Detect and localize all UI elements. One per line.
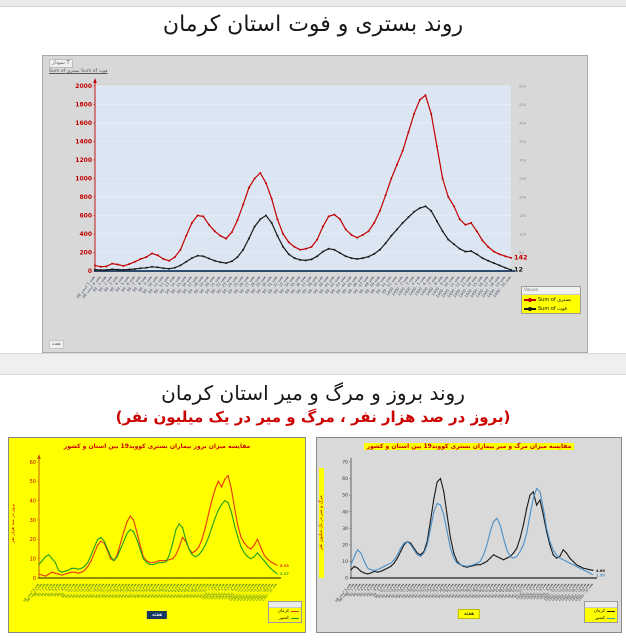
- pivot-values-fields[interactable]: Sum of بستری Sum of فوت: [49, 69, 108, 74]
- svg-text:600: 600: [79, 213, 92, 220]
- legend-title: Values: [522, 287, 580, 295]
- svg-text:1.95: 1.95: [596, 573, 605, 577]
- mortality-x-axis-label: هفته: [457, 609, 481, 619]
- svg-text:800: 800: [79, 194, 92, 201]
- svg-text:50: 50: [342, 493, 348, 499]
- legend-item-bastari[interactable]: Sum of بستری: [522, 295, 580, 304]
- incidence-legend[interactable]: کرمان کشور: [268, 601, 302, 623]
- svg-text:10: 10: [30, 556, 36, 562]
- top-divider-bar: [0, 0, 626, 7]
- legend-header: [269, 602, 301, 608]
- red-line-marker: [291, 610, 299, 613]
- svg-text:400: 400: [79, 231, 92, 238]
- mortality-legend[interactable]: کرمان کشور: [584, 601, 618, 623]
- svg-text:40: 40: [30, 498, 36, 504]
- svg-text:30: 30: [342, 526, 348, 532]
- incidence-chart-panel: 0 10 20 30 40 50 60 هفته 3 اسفند 98 هفته 4 اسفند…: [8, 437, 306, 633]
- legend-item-fot[interactable]: Sum of فوت: [522, 304, 580, 313]
- legend-label: Sum of فوت: [538, 305, 567, 312]
- svg-text:50: 50: [519, 250, 524, 255]
- red-line-marker: [524, 297, 536, 302]
- svg-text:6.55: 6.55: [280, 564, 289, 568]
- svg-text:70: 70: [342, 460, 348, 466]
- svg-text:300: 300: [519, 157, 527, 162]
- svg-text:250: 250: [519, 176, 527, 181]
- svg-text:60: 60: [342, 476, 348, 482]
- svg-text:100: 100: [519, 231, 527, 236]
- svg-text:1400: 1400: [75, 139, 92, 146]
- incidence-chart-title: مقایسه میزان بروز بیماران بستری کووید19 …: [63, 443, 251, 450]
- section-divider: [0, 353, 626, 375]
- legend-label: کشور: [594, 616, 605, 621]
- section1-title: روند بستری و فوت استان کرمان: [162, 12, 464, 37]
- svg-text:10: 10: [342, 559, 348, 565]
- svg-text:0: 0: [88, 268, 92, 275]
- svg-text:400: 400: [519, 120, 527, 125]
- legend-item-kerman[interactable]: کرمان: [585, 608, 617, 615]
- mortality-chart-panel: 0 10 20 30 40 50 60 70 هفته 3 اسفند 98 هفته 4 اسف…: [316, 437, 622, 633]
- svg-text:2.27: 2.27: [280, 572, 289, 576]
- svg-text:500: 500: [519, 83, 527, 88]
- svg-text:150: 150: [519, 213, 527, 218]
- mortality-y-axis-label: مرگ و میر در یک میلیون نفر: [319, 468, 324, 578]
- chart-legend[interactable]: Values Sum of بستری Sum of فوت: [521, 286, 581, 314]
- section2-subtitle: (بروز در صد هزار نفر ، مرگ و میر در یک م…: [115, 408, 511, 426]
- section2-title: روند بروز و مرگ و میر استان کرمان: [161, 381, 465, 405]
- legend-label: کرمان: [277, 609, 289, 614]
- blue-line-marker: [607, 617, 615, 620]
- svg-text:20: 20: [30, 537, 36, 543]
- svg-text:30: 30: [30, 518, 36, 524]
- pivot-chart-button[interactable]: نمودار T: [49, 59, 73, 68]
- incidence-x-axis-label: هفته: [146, 611, 168, 619]
- svg-text:450: 450: [519, 102, 527, 107]
- hospitalization-death-chart: 0 200 400 600 800 1000 1200 1400 1600 1800 2000 0 50…: [75, 78, 528, 299]
- incidence-y-axis-label: بروز در صد هزار نفر: [11, 503, 16, 543]
- svg-text:4.66: 4.66: [596, 569, 605, 573]
- svg-text:12: 12: [514, 266, 523, 274]
- svg-text:60: 60: [30, 460, 36, 466]
- green-line-marker: [291, 617, 299, 620]
- legend-item-kerman[interactable]: کرمان: [269, 608, 301, 615]
- svg-text:1200: 1200: [75, 157, 92, 164]
- black-line-marker: [607, 610, 615, 613]
- legend-label: کرمان: [593, 609, 605, 614]
- svg-text:142: 142: [514, 254, 528, 262]
- legend-item-keshvar[interactable]: کشور: [269, 615, 301, 622]
- svg-text:350: 350: [519, 139, 527, 144]
- svg-text:1000: 1000: [75, 176, 92, 183]
- legend-label: Sum of بستری: [538, 296, 572, 303]
- svg-text:0: 0: [519, 268, 522, 273]
- pivot-chart-panel: 0 200 400 600 800 1000 1200 1400 1600 1800 2000 0 50…: [42, 55, 588, 353]
- black-line-marker: [524, 306, 536, 311]
- legend-item-keshvar[interactable]: کشور: [585, 615, 617, 622]
- svg-text:1800: 1800: [75, 102, 92, 109]
- svg-text:0: 0: [33, 576, 36, 582]
- legend-header: [585, 602, 617, 608]
- legend-label: کشور: [278, 616, 289, 621]
- svg-text:0: 0: [345, 576, 348, 582]
- title-highlight: مقایسه میزان مرگ و میر بیماران بستری کوو…: [363, 443, 575, 450]
- mortality-chart-title: مقایسه میزان مرگ و میر بیماران بستری کوو…: [317, 443, 621, 450]
- svg-text:200: 200: [519, 194, 527, 199]
- svg-text:40: 40: [342, 509, 348, 515]
- svg-text:2000: 2000: [75, 83, 92, 90]
- svg-text:200: 200: [79, 250, 92, 257]
- week-field-button[interactable]: هفته: [49, 340, 64, 349]
- svg-text:50: 50: [30, 479, 36, 485]
- svg-text:20: 20: [342, 542, 348, 548]
- svg-text:1600: 1600: [75, 120, 92, 127]
